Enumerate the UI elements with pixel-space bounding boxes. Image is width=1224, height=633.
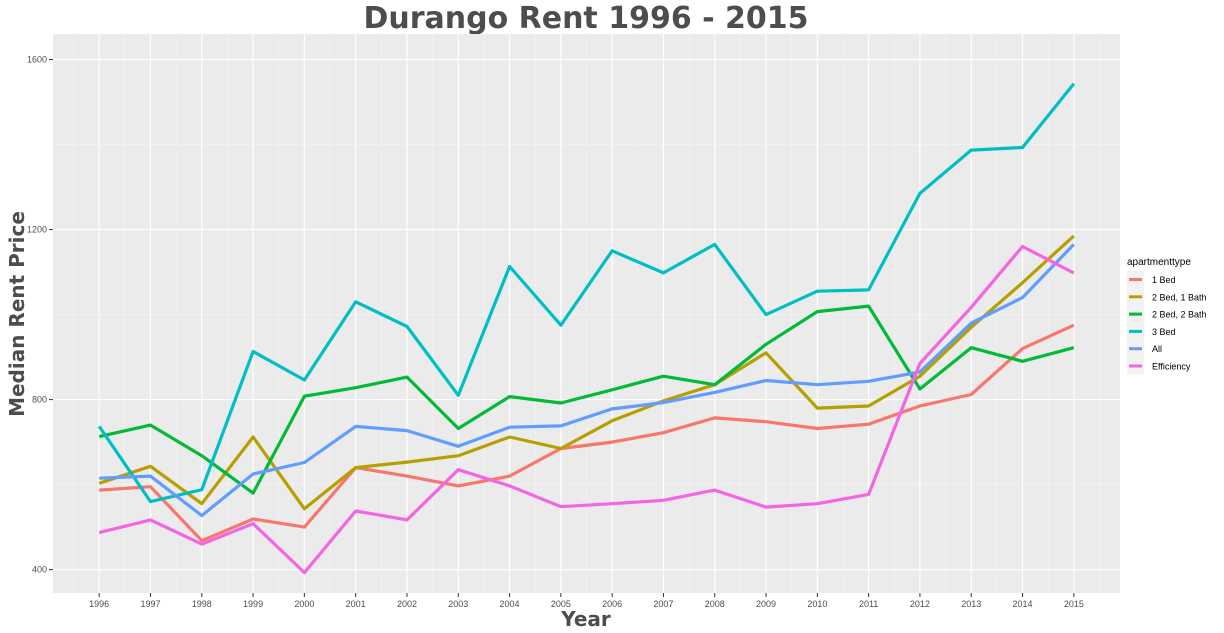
y-tick-label: 1600	[27, 55, 47, 65]
legend-label-3-bed: 3 Bed	[1152, 327, 1176, 337]
series-line-efficiency	[98, 244, 1075, 575]
series-lines	[97, 82, 1076, 575]
legend-label-efficiency: Efficiency	[1152, 362, 1191, 372]
x-tick-label: 2012	[910, 599, 930, 609]
y-axis-title: Median Rent Price	[5, 211, 29, 417]
x-tick-label: 2005	[551, 599, 571, 609]
x-tick-label: 2015	[1064, 599, 1084, 609]
legend-label-1-bed: 1 Bed	[1152, 275, 1176, 285]
series-line-2-bed-2-bath	[98, 304, 1075, 495]
x-axis: 1996 1997 1998 1999 2000 2001 2002 2003 2004 2005…	[89, 593, 1084, 609]
x-tick-label: 2002	[397, 599, 417, 609]
x-tick-label: 2001	[346, 599, 366, 609]
x-tick-label: 2014	[1013, 599, 1033, 609]
x-axis-title: Year	[560, 607, 611, 631]
legend-title: apartmenttype	[1127, 257, 1191, 268]
y-tick-label: 800	[32, 395, 47, 405]
legend: apartmenttype 1 Bed 2 Bed, 1 Bath 2 Bed, 2…	[1127, 257, 1207, 375]
x-tick-label: 1997	[140, 599, 160, 609]
legend-label-2-bed-1-bath: 2 Bed, 1 Bath	[1152, 292, 1207, 302]
x-tick-label: 1999	[243, 599, 263, 609]
x-tick-label: 1996	[89, 599, 109, 609]
x-tick-label: 2011	[859, 599, 878, 609]
x-tick-label: 2013	[961, 599, 981, 609]
x-tick-label: 2006	[602, 599, 622, 609]
plot-panel	[53, 34, 1120, 593]
x-tick-label: 2007	[653, 599, 673, 609]
chart-title: Durango Rent 1996 - 2015	[363, 1, 808, 36]
x-tick-label: 2009	[756, 599, 776, 609]
legend-label-all: All	[1152, 344, 1162, 354]
y-axis: 400 800 1200 1600	[27, 55, 53, 575]
x-tick-label: 1998	[192, 599, 212, 609]
x-tick-label: 2008	[705, 599, 725, 609]
x-tick-label: 2004	[500, 599, 520, 609]
series-line-3-bed	[97, 82, 1076, 504]
y-tick-label: 1200	[27, 225, 47, 235]
y-tick-label: 400	[32, 565, 47, 575]
x-tick-label: 2000	[294, 599, 314, 609]
x-tick-label: 2003	[448, 599, 468, 609]
series-line-all	[99, 243, 1075, 518]
legend-label-2-bed-2-bath: 2 Bed, 2 Bath	[1152, 310, 1207, 320]
x-tick-label: 2010	[807, 599, 827, 609]
series-line-1-bed	[99, 323, 1075, 543]
